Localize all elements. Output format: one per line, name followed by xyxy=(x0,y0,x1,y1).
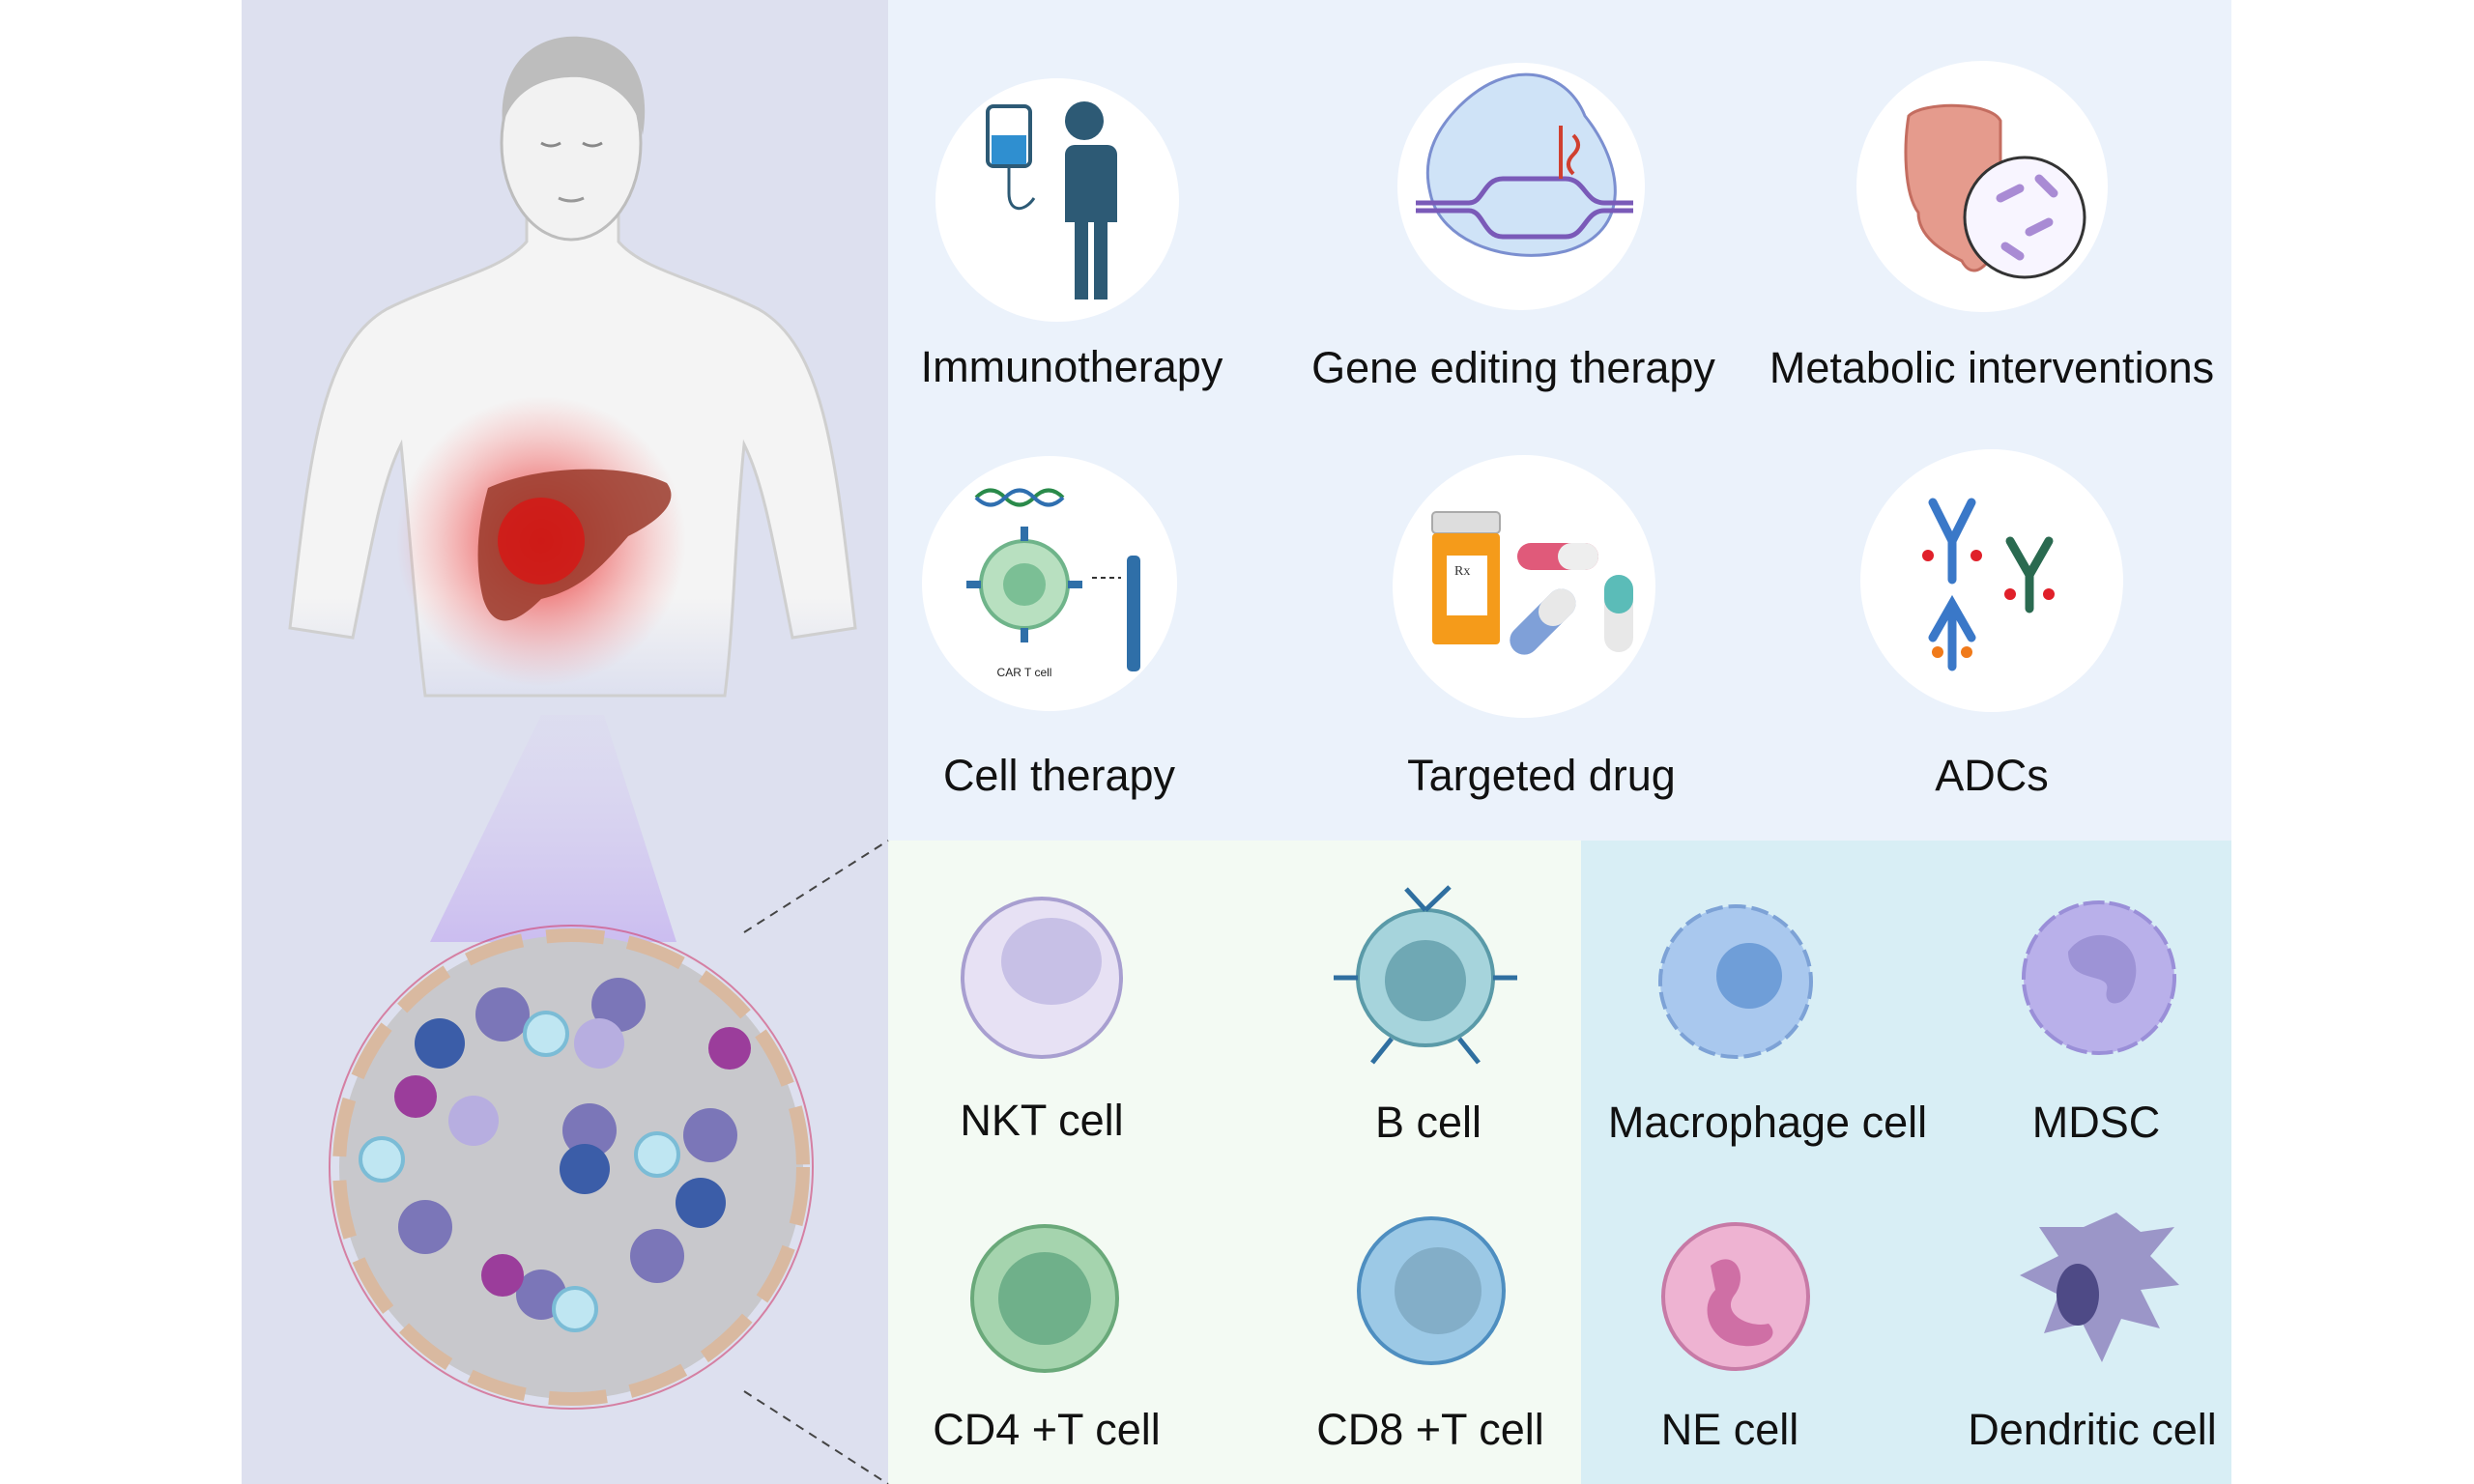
mdsc-cell-icon xyxy=(2022,900,2176,1055)
cell-label-cd4: CD4 +T cell xyxy=(933,1405,1161,1454)
dendritic-cell-icon xyxy=(2020,1213,2179,1362)
b-cell-icon xyxy=(1334,885,1517,1065)
immune-cell-icons xyxy=(961,885,2179,1373)
cell-label-cd8: CD8 +T cell xyxy=(1316,1405,1544,1454)
cell-label-b: B cell xyxy=(1374,1098,1482,1147)
cd8-t-cell-icon xyxy=(1357,1216,1506,1365)
therapy-label-targeted-drug: Targeted drug xyxy=(1407,751,1676,800)
therapy-label-adcs: ADCs xyxy=(1935,751,2049,800)
therapy-icons: CAR T cell Rx xyxy=(922,61,2123,718)
therapy-label-gene-editing: Gene editing therapy xyxy=(1311,343,1715,392)
crispr-dna-icon xyxy=(1416,72,1633,257)
nkt-cell-icon xyxy=(961,897,1123,1059)
cd4-t-cell-icon xyxy=(970,1224,1119,1373)
therapy-label-immunotherapy: Immunotherapy xyxy=(920,342,1223,391)
cell-label-dendritic: Dendritic cell xyxy=(1968,1405,2217,1454)
cell-label-ne: NE cell xyxy=(1660,1405,1799,1454)
macrophage-cell-icon xyxy=(1658,904,1813,1059)
rx-label: Rx xyxy=(1454,564,1470,579)
zoom-line-bottom xyxy=(743,1390,889,1484)
cell-label-macrophage: Macrophage cell xyxy=(1607,1098,1928,1147)
car-t-cell-icon: CAR T cell xyxy=(966,488,1140,679)
intestine-microbiome-icon xyxy=(1904,103,2086,279)
tumor-microenvironment-icon xyxy=(329,925,814,1410)
antibody-drug-conjugate-icon xyxy=(1922,498,2055,671)
zoom-beam xyxy=(430,715,676,942)
pill-bottle-capsules-icon: Rx xyxy=(1431,511,1633,655)
cell-label-nkt: NKT cell xyxy=(960,1096,1124,1145)
cell-label-mdsc: MDSC xyxy=(2031,1098,2161,1147)
therapy-label-metabolic: Metabolic interventions xyxy=(1769,343,2215,392)
zoom-line-top xyxy=(743,840,889,933)
ne-cell-icon xyxy=(1661,1222,1810,1371)
iv-drip-patient-icon xyxy=(986,101,1117,300)
car-t-cell-caption: CAR T cell xyxy=(997,666,1052,679)
therapy-label-cell-therapy: Cell therapy xyxy=(942,751,1176,800)
